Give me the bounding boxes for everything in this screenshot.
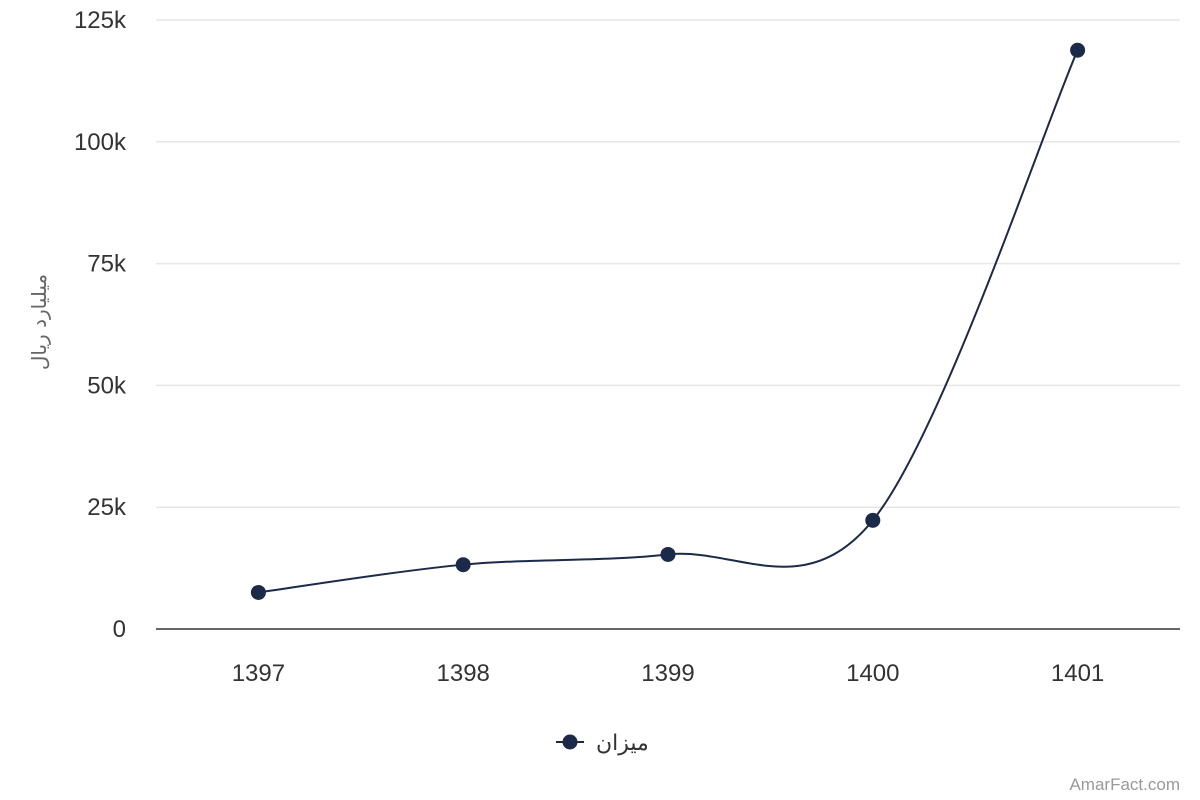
legend[interactable]: میزان xyxy=(556,731,649,756)
x-tick-label: 1401 xyxy=(1051,660,1104,687)
series-line xyxy=(258,49,1079,594)
y-axis-label: میلیارد ریال xyxy=(27,274,51,370)
y-tick-label: 50k xyxy=(87,372,127,399)
y-tick-label: 75k xyxy=(87,251,127,278)
data-point[interactable] xyxy=(660,546,676,562)
legend-label: میزان xyxy=(596,731,649,756)
data-point[interactable] xyxy=(250,584,266,600)
y-tick-label: 125k xyxy=(74,7,127,34)
x-tick-label: 1400 xyxy=(846,660,899,687)
data-point[interactable] xyxy=(865,512,881,528)
y-tick-label: 25k xyxy=(87,494,127,521)
y-tick-label: 0 xyxy=(113,616,126,643)
x-axis-ticks: 1397 1398 1399 1400 1401 xyxy=(232,660,1105,687)
credit-text[interactable]: AmarFact.com xyxy=(1069,775,1180,794)
grid-lines xyxy=(156,19,1180,508)
series-layer xyxy=(250,42,1086,600)
x-tick-label: 1399 xyxy=(641,660,694,687)
y-axis-ticks: 0 25k 50k 75k 100k 125k xyxy=(74,7,127,643)
y-tick-label: 100k xyxy=(74,129,127,156)
data-point[interactable] xyxy=(455,557,471,573)
data-point[interactable] xyxy=(1070,42,1086,58)
x-tick-label: 1398 xyxy=(437,660,490,687)
x-tick-label: 1397 xyxy=(232,660,285,687)
legend-dot-marker xyxy=(562,734,578,750)
